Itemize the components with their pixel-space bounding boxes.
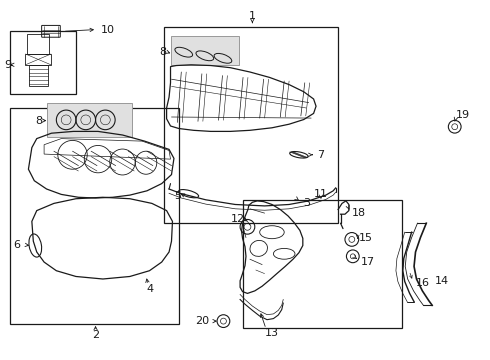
Text: 6: 6 <box>14 240 21 250</box>
Text: 14: 14 <box>435 276 449 286</box>
Bar <box>29 65 48 86</box>
Bar <box>10 31 76 94</box>
Text: 11: 11 <box>314 189 328 199</box>
Bar <box>171 36 239 65</box>
Text: 8: 8 <box>35 116 42 126</box>
Text: 19: 19 <box>456 110 470 120</box>
Text: 5: 5 <box>174 191 181 201</box>
Text: 4: 4 <box>146 284 153 294</box>
Text: 2: 2 <box>92 330 99 340</box>
Text: 7: 7 <box>318 150 325 160</box>
Bar <box>47 103 132 137</box>
Text: 12: 12 <box>231 214 245 224</box>
Text: 3: 3 <box>303 198 310 208</box>
Text: 18: 18 <box>352 208 366 218</box>
Bar <box>27 34 49 54</box>
Text: 10: 10 <box>100 24 115 35</box>
Bar <box>10 108 179 324</box>
Text: 15: 15 <box>359 233 373 243</box>
Text: 8: 8 <box>159 47 167 57</box>
Text: 9: 9 <box>4 60 11 70</box>
Text: 1: 1 <box>249 11 256 21</box>
Text: 13: 13 <box>265 328 279 338</box>
Text: 20: 20 <box>196 316 210 326</box>
Bar <box>243 200 402 328</box>
Text: 17: 17 <box>361 257 375 267</box>
Text: 16: 16 <box>416 278 430 288</box>
Bar <box>25 54 51 65</box>
Bar <box>164 27 338 223</box>
